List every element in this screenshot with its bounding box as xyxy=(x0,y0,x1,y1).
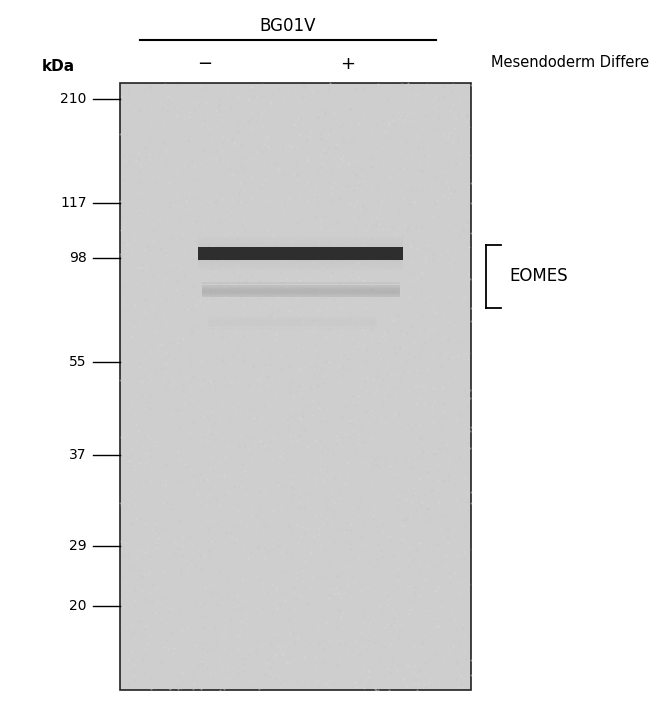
Bar xyxy=(198,245,403,247)
Bar xyxy=(208,325,376,326)
Bar xyxy=(198,243,403,245)
Bar xyxy=(202,295,400,296)
Text: +: + xyxy=(340,55,356,73)
Text: 210: 210 xyxy=(60,92,86,107)
Bar xyxy=(208,322,376,323)
Bar xyxy=(198,261,403,264)
Bar xyxy=(202,284,400,285)
Text: BG01V: BG01V xyxy=(259,17,316,35)
Bar xyxy=(202,283,400,284)
Bar xyxy=(208,316,376,317)
Text: EOMES: EOMES xyxy=(510,268,568,285)
Bar xyxy=(202,288,400,289)
Bar xyxy=(198,247,403,259)
Bar xyxy=(198,266,403,268)
Bar xyxy=(202,287,400,288)
Bar xyxy=(202,292,400,293)
Bar xyxy=(208,326,376,328)
Text: 117: 117 xyxy=(60,196,86,210)
Text: 20: 20 xyxy=(69,599,86,613)
Bar xyxy=(208,328,376,330)
Bar xyxy=(198,239,403,240)
Bar xyxy=(202,290,400,291)
Bar xyxy=(202,296,400,297)
Bar xyxy=(198,270,403,272)
Bar xyxy=(198,236,403,239)
Bar xyxy=(120,83,471,690)
Bar xyxy=(202,285,400,286)
Text: 98: 98 xyxy=(69,251,86,265)
Bar xyxy=(208,318,376,319)
Bar xyxy=(198,240,403,243)
Bar xyxy=(202,282,400,283)
Bar xyxy=(208,320,376,322)
Text: kDa: kDa xyxy=(42,59,75,74)
Bar xyxy=(208,319,376,320)
Bar xyxy=(208,317,376,318)
Bar xyxy=(202,293,400,294)
Bar xyxy=(202,291,400,292)
Bar xyxy=(208,323,376,324)
Text: 37: 37 xyxy=(69,448,86,462)
Bar xyxy=(208,324,376,325)
Text: Mesendoderm Differentiated: Mesendoderm Differentiated xyxy=(491,55,650,70)
Bar xyxy=(198,264,403,266)
Bar xyxy=(202,294,400,295)
Bar xyxy=(198,268,403,270)
Bar xyxy=(198,234,403,236)
Text: −: − xyxy=(197,55,213,73)
Text: 55: 55 xyxy=(69,355,86,369)
Text: 29: 29 xyxy=(69,539,86,553)
Bar xyxy=(202,286,400,287)
Bar xyxy=(198,259,403,261)
